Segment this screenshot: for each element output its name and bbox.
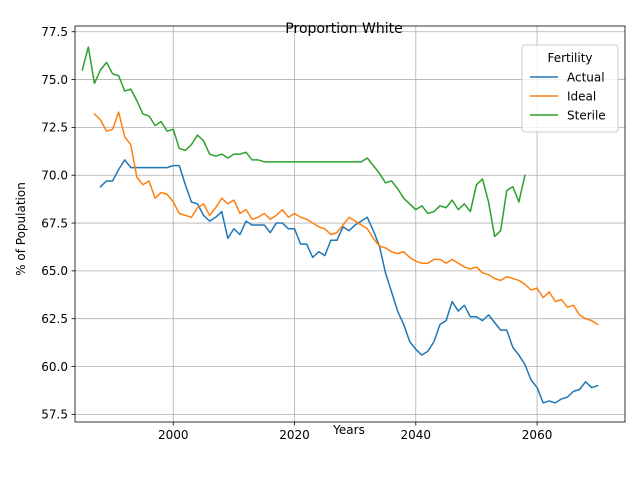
x-tick-label: 2000 — [158, 428, 189, 442]
series-line-sterile — [81, 46, 526, 238]
y-tick-label: 65.0 — [41, 264, 68, 278]
legend-label-sterile: Sterile — [567, 108, 606, 122]
y-tick-label: 57.5 — [41, 408, 68, 422]
y-tick-label: 77.5 — [41, 25, 68, 39]
x-tick-label: 2020 — [279, 428, 310, 442]
y-tick-label: 60.0 — [41, 360, 68, 374]
legend-title: Fertility — [547, 51, 592, 65]
x-tick-label: 2060 — [522, 428, 553, 442]
y-axis-label: % of Population — [14, 182, 28, 276]
legend: Fertility Actual Ideal Sterile — [521, 44, 619, 133]
chart-title: Proportion White — [285, 21, 402, 37]
y-tick-label: 72.5 — [41, 121, 68, 135]
x-axis-label: Years — [332, 423, 365, 437]
axis-ticks: 2000 2020 2040 2060 57.5 60.0 62.5 65.0 67.5 70.0… — [41, 25, 552, 442]
plot-frame — [74, 25, 626, 423]
legend-label-ideal: Ideal — [567, 89, 596, 103]
y-tick-label: 62.5 — [41, 312, 68, 326]
series-lines — [81, 46, 599, 404]
series-line-ideal — [93, 111, 599, 326]
x-tick-label: 2040 — [401, 428, 432, 442]
y-tick-label: 70.0 — [41, 169, 68, 183]
y-tick-label: 75.0 — [41, 73, 68, 87]
series-line-actual — [99, 159, 599, 404]
legend-label-actual: Actual — [567, 70, 605, 84]
legend-box — [521, 44, 619, 133]
y-tick-label: 67.5 — [41, 216, 68, 230]
